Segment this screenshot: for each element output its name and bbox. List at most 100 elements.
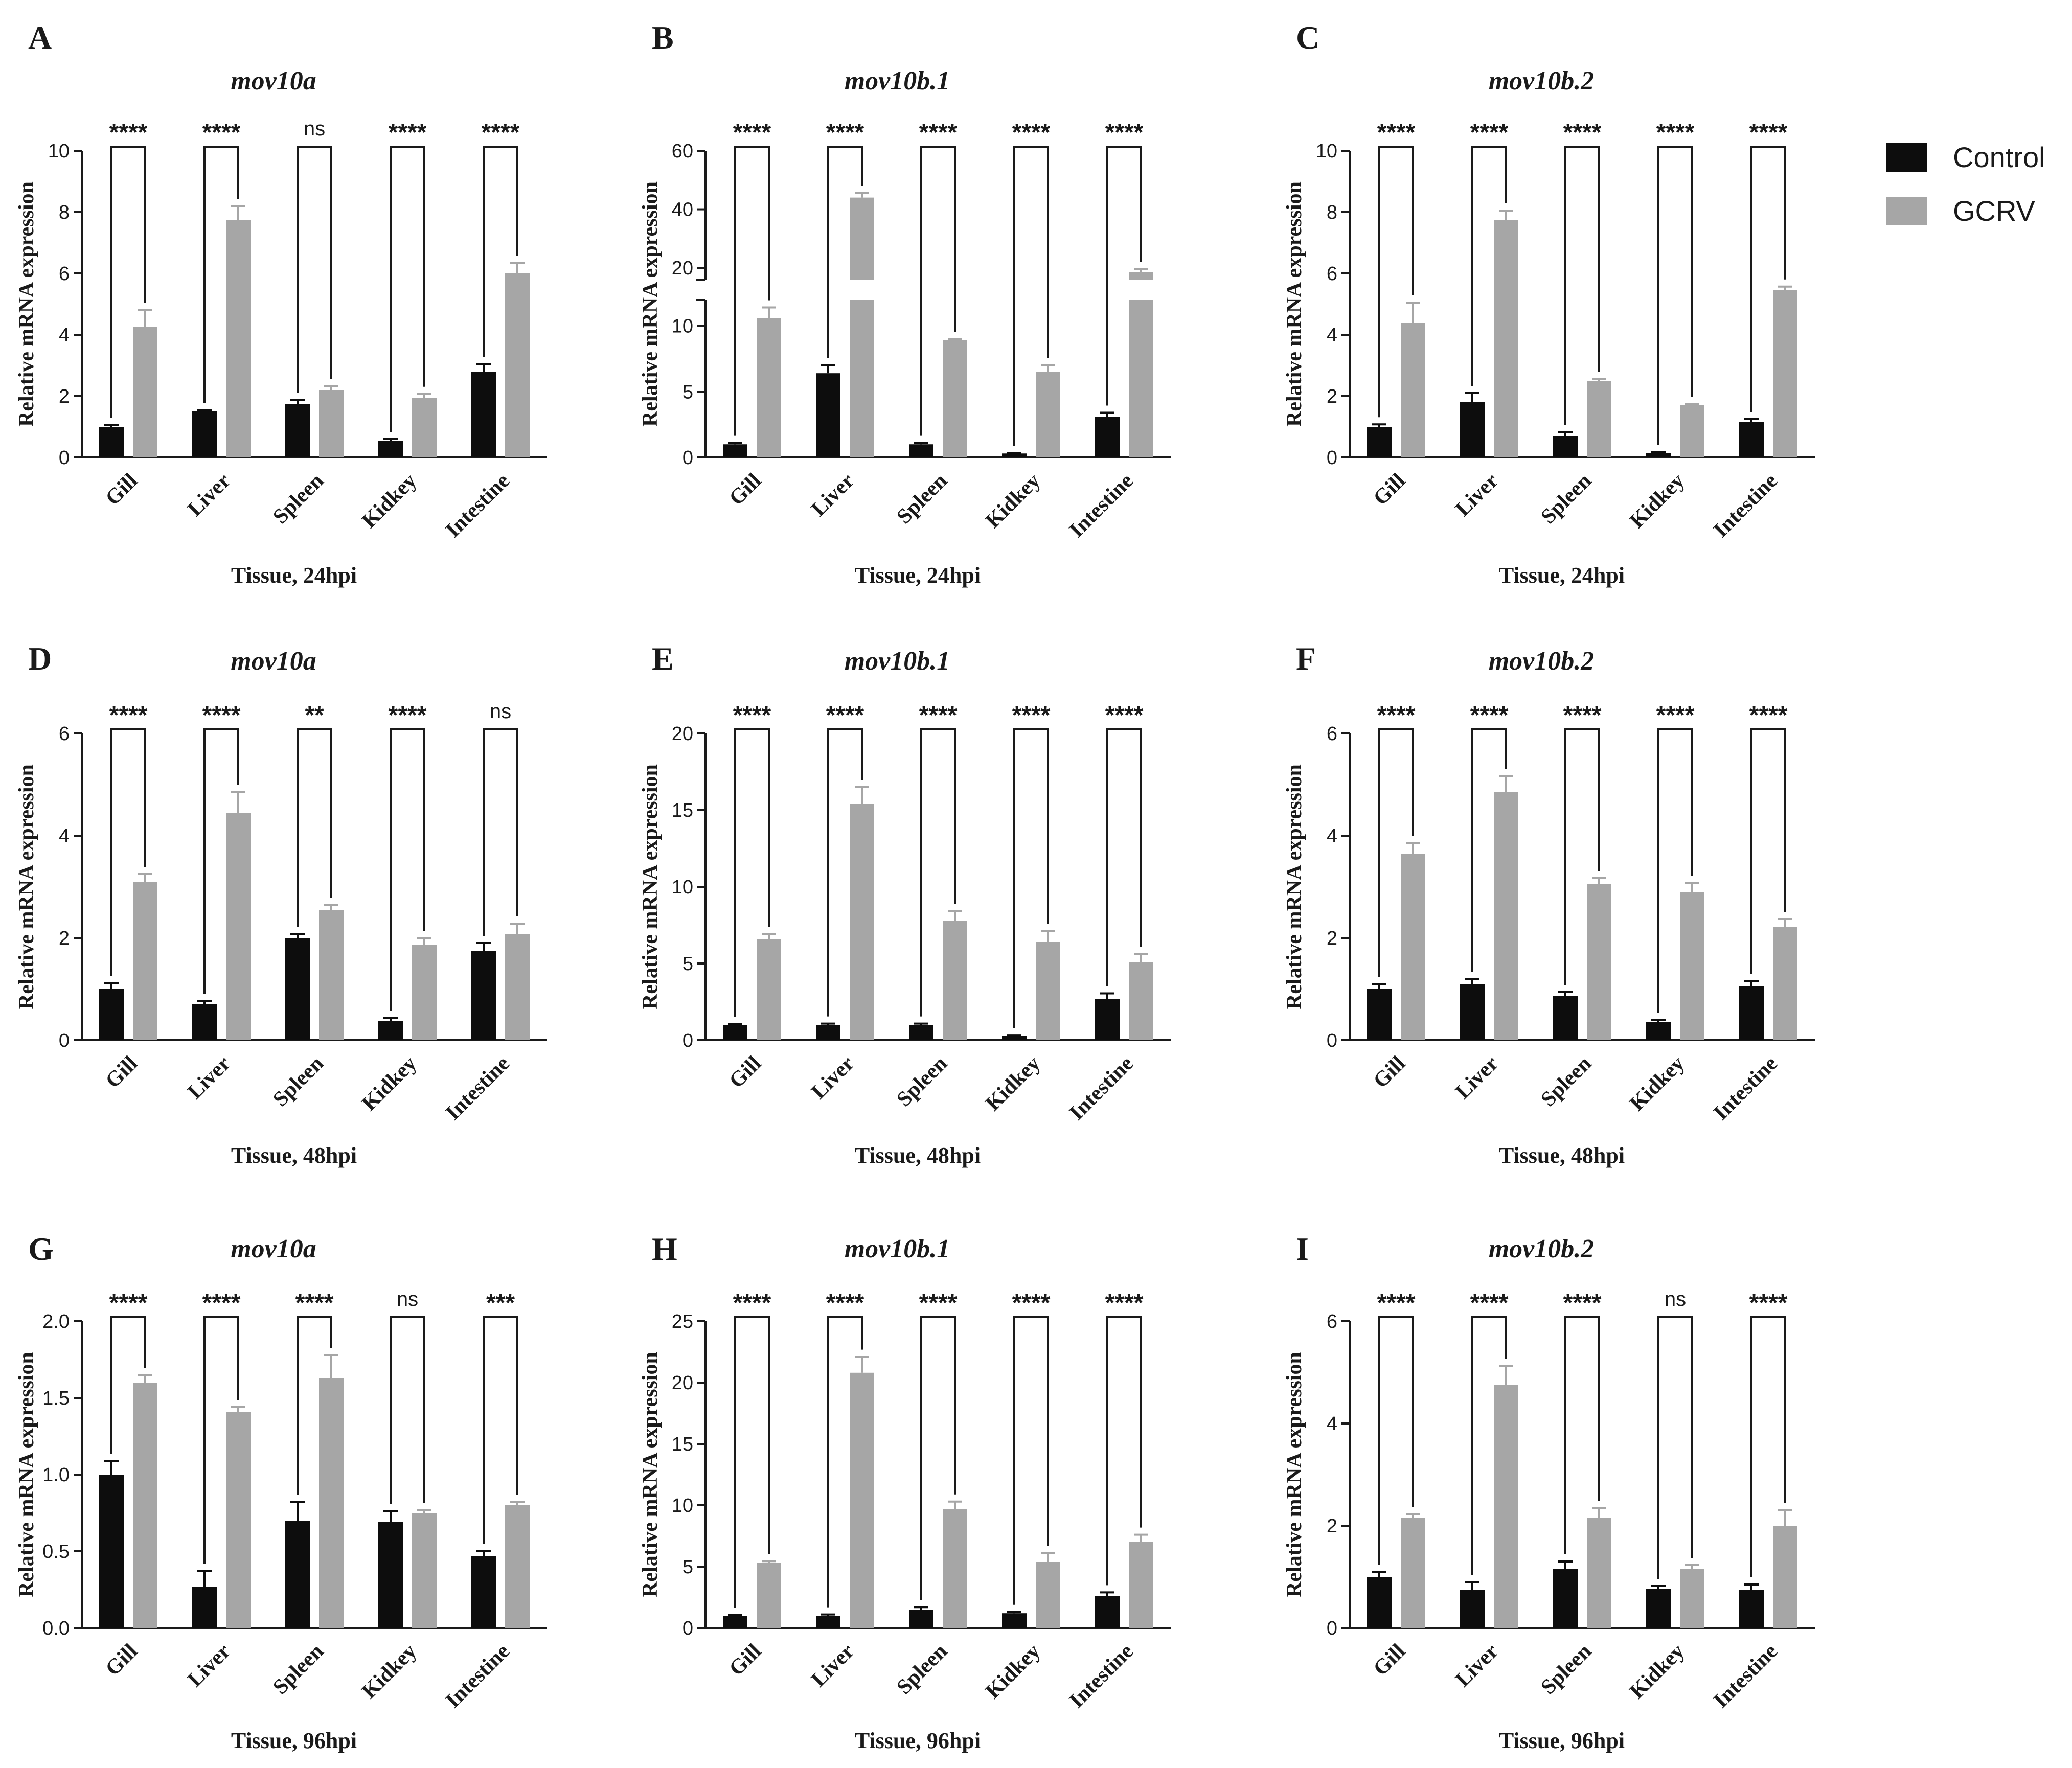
significance-bracket — [1564, 1316, 1600, 1554]
control-bar — [1553, 1569, 1578, 1628]
significance-bracket — [734, 146, 770, 436]
gcrv-bar — [505, 934, 530, 1040]
x-axis-label: Tissue, 96hpi — [231, 1728, 357, 1753]
significance-label: **** — [1105, 119, 1144, 146]
significance-bracket — [390, 1316, 425, 1504]
gcrv-bar — [133, 327, 157, 457]
y-axis-label: Relative mRNA expression — [15, 1352, 38, 1597]
y-tick-label: 10 — [672, 316, 693, 337]
chart-title: mov10b.1 — [845, 66, 950, 96]
x-tick-label: Gill — [1369, 1052, 1410, 1093]
control-bar — [1739, 422, 1764, 457]
y-tick-label: 10 — [672, 1495, 693, 1517]
control-bar — [816, 1616, 840, 1628]
x-tick-label: Intestine — [441, 1640, 514, 1713]
significance-label: **** — [1656, 119, 1695, 146]
significance-bracket — [203, 146, 239, 403]
x-tick-label: Spleen — [892, 469, 952, 529]
y-tick-label: 10 — [48, 141, 70, 162]
y-tick-label: 8 — [1327, 202, 1337, 223]
significance-label: ns — [1665, 1288, 1686, 1311]
y-tick-label: 2.0 — [42, 1311, 70, 1333]
x-tick-label: Spleen — [1536, 1052, 1596, 1112]
significance-label: **** — [1656, 702, 1695, 729]
x-axis-label: Tissue, 96hpi — [1499, 1728, 1625, 1753]
y-tick-label: 15 — [672, 800, 693, 821]
panel-letter: F — [1296, 640, 1316, 677]
significance-label: **** — [1563, 119, 1602, 146]
gcrv-bar — [943, 921, 967, 1040]
x-tick-label: Liver — [807, 1640, 859, 1692]
gcrv-bar — [412, 398, 437, 457]
x-tick-label: Intestine — [1065, 1640, 1138, 1713]
control-bar — [909, 444, 933, 457]
gcrv-bar — [1036, 1562, 1060, 1628]
x-tick-label: Kidkey — [981, 1052, 1045, 1116]
y-tick-label: 6 — [59, 263, 70, 285]
significance-bracket — [203, 728, 239, 994]
gcrv-bar — [1494, 220, 1518, 457]
significance-label: ** — [305, 702, 324, 729]
significance-bracket — [1564, 728, 1600, 985]
significance-label: **** — [919, 1290, 958, 1317]
gcrv-bar — [943, 1509, 967, 1628]
gcrv-bar — [1773, 1526, 1797, 1628]
significance-bracket — [297, 146, 332, 393]
gcrv-bar — [1401, 854, 1425, 1040]
control-bar — [723, 1616, 747, 1628]
y-tick-label: 1.5 — [42, 1388, 70, 1409]
x-tick-label: Kidkey — [357, 1640, 421, 1704]
legend-label: GCRV — [1953, 195, 2035, 227]
y-tick-label: 4 — [1327, 1413, 1337, 1435]
legend-swatch — [1886, 197, 1927, 225]
y-tick-label: 2 — [1327, 928, 1337, 949]
gcrv-bar — [133, 1383, 157, 1628]
control-bar — [1646, 1022, 1671, 1040]
gcrv-bar — [850, 1372, 874, 1628]
control-bar — [378, 441, 403, 457]
x-axis-label: Tissue, 48hpi — [855, 1143, 981, 1168]
control-bar — [1367, 989, 1392, 1040]
significance-label: **** — [109, 1290, 148, 1317]
gcrv-bar — [412, 1513, 437, 1628]
control-bar — [1739, 1590, 1764, 1628]
y-axis-label: Relative mRNA expression — [15, 764, 38, 1009]
y-axis-label: Relative mRNA expression — [639, 181, 662, 427]
significance-label: **** — [1563, 1290, 1602, 1317]
control-bar — [1739, 986, 1764, 1040]
y-tick-label: 20 — [672, 1372, 693, 1394]
y-tick-label: 0.5 — [42, 1541, 70, 1563]
panel-letter: C — [1296, 19, 1319, 56]
control-bar — [1002, 453, 1027, 457]
x-tick-label: Spleen — [1536, 1640, 1596, 1700]
significance-bracket — [1471, 1316, 1507, 1575]
control-bar — [1460, 1590, 1485, 1628]
x-axis-label: Tissue, 24hpi — [231, 563, 357, 588]
y-tick-label: 0 — [682, 447, 693, 469]
significance-bracket — [1013, 728, 1049, 1028]
control-bar — [1460, 402, 1485, 457]
x-tick-label: Kidkey — [1625, 469, 1689, 533]
panel-letter: D — [28, 640, 52, 677]
gcrv-bar — [1036, 372, 1060, 457]
control-bar — [192, 1587, 217, 1628]
chart-title: mov10b.2 — [1489, 66, 1595, 96]
gcrv-bar — [1401, 1518, 1425, 1628]
panel-letter: H — [652, 1231, 677, 1267]
significance-label: **** — [1012, 119, 1051, 146]
control-bar — [1002, 1613, 1027, 1628]
x-tick-label: Liver — [1451, 1052, 1503, 1104]
significance-label: **** — [1377, 702, 1416, 729]
x-tick-label: Kidkey — [981, 469, 1045, 533]
x-tick-label: Liver — [807, 1052, 859, 1104]
significance-bracket — [297, 1316, 332, 1495]
significance-bracket — [920, 146, 956, 436]
gcrv-bar — [757, 939, 781, 1040]
y-axis-label: Relative mRNA expression — [639, 1352, 662, 1597]
gcrv-bar — [226, 220, 251, 457]
control-bar — [1095, 1596, 1120, 1628]
significance-bracket — [1657, 728, 1693, 1013]
y-axis-label: Relative mRNA expression — [1283, 764, 1306, 1009]
significance-bracket — [827, 1316, 863, 1608]
y-tick-label: 0 — [1327, 447, 1337, 469]
